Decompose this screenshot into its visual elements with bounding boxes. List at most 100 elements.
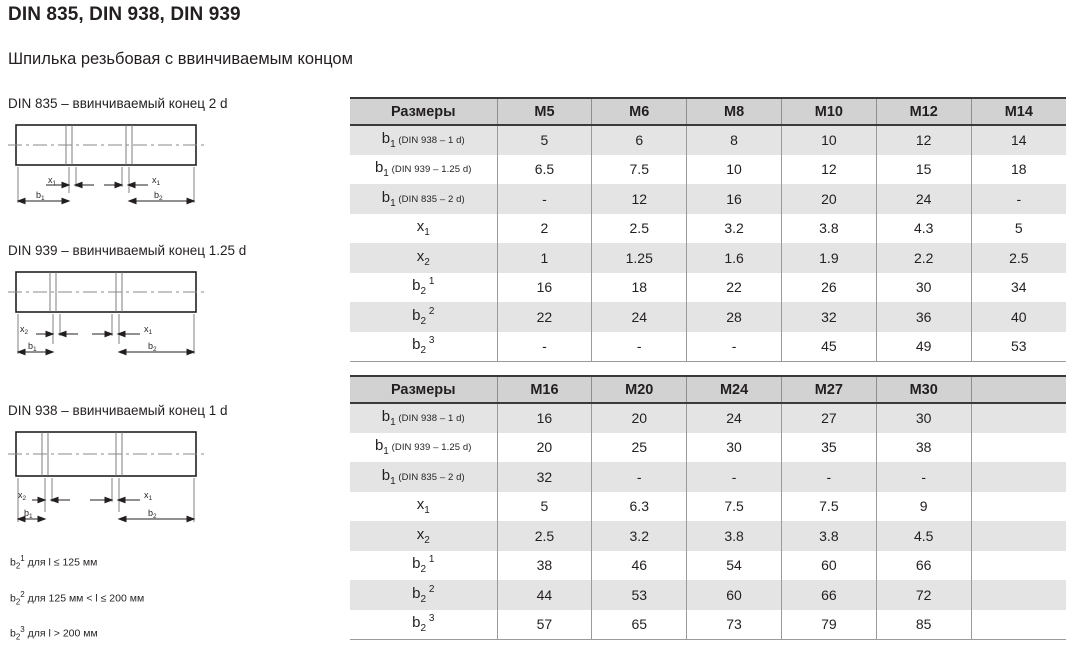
footnote-text: для 125 мм < l ≤ 200 мм: [27, 592, 145, 605]
data-cell: 35: [780, 432, 877, 462]
table-header: Размеры M5 M6 M8 M10 M12 M14: [350, 97, 1066, 126]
data-cell: 10: [686, 154, 782, 184]
table-header: Размеры M16 M20 M24 M27 M30: [350, 375, 1066, 404]
data-cell: -: [591, 462, 687, 492]
data-cell: 20: [591, 403, 687, 433]
table-row: b2 2 22 24 28 32 36 40: [350, 302, 1066, 332]
table-body: b1 (DIN 938 – 1 d) 5 6 8 10 12 14 b1 (DIN 939 –…: [350, 125, 1066, 362]
data-cell: 3.2: [591, 521, 687, 551]
data-cell: 2.5: [591, 213, 687, 243]
row-label-cell: b2 1: [350, 272, 498, 302]
footnotes: b21 для l ≤ 125 мм b22 для 125 мм < l ≤ …: [10, 554, 330, 661]
data-cell: 7.5: [591, 154, 687, 184]
data-cell: 27: [780, 403, 877, 433]
footnote-text: для l > 200 мм: [27, 627, 98, 640]
data-cell: 4.3: [875, 213, 972, 243]
data-cell: 36: [875, 302, 972, 332]
row-label-subscript: 1: [383, 168, 389, 180]
footnote-marker-sup: 1: [20, 554, 25, 563]
column-header-m20: M20: [591, 375, 687, 404]
data-cell: 1.9: [780, 243, 877, 273]
table-row: x2 2.5 3.2 3.8 3.8 4.5: [350, 521, 1066, 551]
table-body: b1 (DIN 938 – 1 d) 16 20 24 27 30 b1 (DIN 939 …: [350, 403, 1066, 640]
data-cell: 15: [875, 154, 972, 184]
footnote-marker-sub: 2: [15, 597, 21, 607]
footnote-3: b23 для l > 200 мм: [10, 625, 330, 642]
data-cell: 6.3: [591, 491, 687, 521]
page-subtitle: Шпилька резьбовая с ввинчиваемым концом: [8, 50, 353, 68]
footnote-marker-base: b: [10, 556, 16, 569]
row-label-cell: b2 1: [350, 550, 498, 580]
data-cell: 1.6: [686, 243, 782, 273]
dimension-label-b2: b2: [148, 341, 157, 353]
row-label-subscript: 1: [390, 417, 396, 429]
data-cell: 57: [496, 609, 592, 640]
data-cell: 5: [970, 213, 1066, 243]
row-label-base: b: [381, 408, 391, 426]
row-label-subscript: 2: [420, 593, 427, 605]
spec-table-large-sizes: Размеры M16 M20 M24 M27 M30 b1 (DIN 938 – 1 d…: [350, 375, 1066, 640]
data-cell: 6: [591, 125, 687, 155]
data-cell: 30: [686, 432, 782, 462]
data-cell: 3.2: [686, 213, 782, 243]
table-row: b1 (DIN 939 – 1.25 d) 6.5 7.5 10 12 15 18: [350, 154, 1066, 184]
data-cell: 46: [591, 550, 687, 580]
data-cell: 32: [780, 302, 877, 332]
row-label-base: b: [381, 466, 391, 484]
table-row: b2 3 57 65 73 79 85: [350, 609, 1066, 640]
column-header-m16: M16: [496, 375, 592, 404]
data-cell: 79: [780, 609, 877, 640]
row-label-cell: x2: [350, 521, 498, 551]
row-label: b2 1: [412, 554, 435, 575]
data-cell: -: [591, 331, 687, 362]
row-label-subscript: 1: [383, 446, 389, 458]
data-cell: -: [496, 331, 592, 362]
data-cell: 16: [686, 184, 782, 214]
data-cell: 26: [780, 272, 877, 302]
row-label-base: x: [416, 496, 425, 514]
data-cell: 7.5: [686, 491, 782, 521]
data-cell: 9: [875, 491, 972, 521]
table-header-row: Размеры M16 M20 M24 M27 M30: [350, 375, 1066, 404]
data-cell: 2: [496, 213, 592, 243]
data-cell: 38: [496, 550, 592, 580]
row-label-cell: b1 (DIN 939 – 1.25 d): [350, 154, 498, 184]
data-cell: 18: [970, 154, 1066, 184]
row-label-cell: x1: [350, 491, 498, 521]
data-cell: 53: [591, 580, 687, 610]
dimension-label-x2: x2: [18, 490, 27, 502]
data-cell: 3.8: [686, 521, 782, 551]
row-label: b1 (DIN 939 – 1.25 d): [375, 159, 472, 180]
data-cell: 1.25: [591, 243, 687, 273]
footnote-marker-sub: 2: [15, 632, 21, 642]
column-header-m5: M5: [496, 97, 592, 126]
footnote-2: b22 для 125 мм < l ≤ 200 мм: [10, 590, 330, 607]
data-cell: 7.5: [780, 491, 877, 521]
stud-drawing-din-939: x2 x1 b1 b2: [8, 264, 338, 364]
footnote-text: для l ≤ 125 мм: [27, 556, 98, 569]
row-label-cell: b2 2: [350, 580, 498, 610]
dimension-label-b2: b2: [148, 508, 157, 520]
row-label-base: b: [412, 306, 421, 324]
data-cell: 38: [875, 432, 972, 462]
row-label-base: b: [381, 130, 391, 148]
row-label-superscript: 3: [426, 613, 435, 624]
row-label-superscript: 1: [426, 554, 435, 566]
row-label: b1 (DIN 938 – 1 d): [381, 408, 465, 429]
data-cell: 44: [496, 580, 592, 610]
row-label: b1 (DIN 835 – 2 d): [381, 466, 465, 487]
data-cell: 40: [970, 302, 1066, 332]
row-label-cell: b1 (DIN 835 – 2 d): [350, 184, 498, 214]
row-label-subscript: 2: [424, 534, 430, 546]
footnote-marker-sub: 2: [15, 561, 21, 571]
column-header-m10: M10: [780, 97, 877, 126]
dimension-label-x1-right: x1: [152, 175, 161, 187]
row-label: b1 (DIN 939 – 1.25 d): [375, 437, 472, 458]
footnote-1: b21 для l ≤ 125 мм: [10, 554, 330, 571]
row-label-subscript: 2: [420, 315, 427, 327]
row-label-base: x: [416, 247, 425, 265]
data-cell: 28: [686, 302, 782, 332]
figure-caption-din-835: DIN 835 – ввинчиваемый конец 2 d: [8, 96, 228, 111]
spec-table-small-sizes: Размеры M5 M6 M8 M10 M12 M14 b1 (DIN 938 – 1 d…: [350, 97, 1066, 362]
data-cell: 20: [496, 432, 592, 462]
